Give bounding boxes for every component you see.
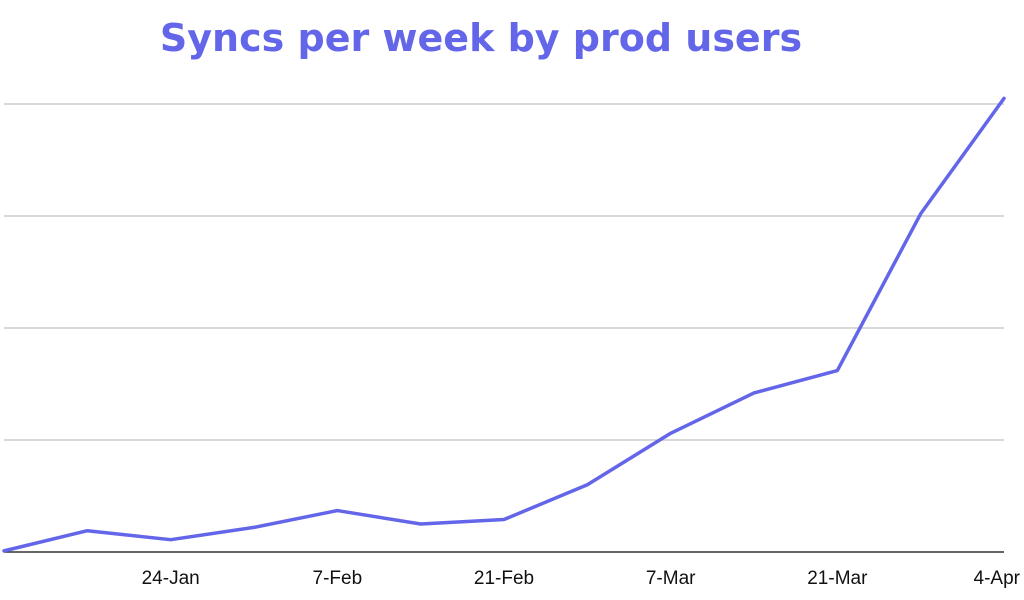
x-tick-label: 24-Jan bbox=[142, 568, 200, 589]
x-tick-label: 4-Apr bbox=[974, 568, 1021, 589]
data-point bbox=[835, 369, 839, 373]
data-point bbox=[1002, 96, 1006, 100]
data-point bbox=[169, 538, 173, 542]
series-layer bbox=[2, 96, 1006, 553]
data-point bbox=[585, 483, 589, 487]
data-point bbox=[669, 431, 673, 435]
data-point bbox=[335, 509, 339, 513]
data-point bbox=[2, 549, 6, 553]
grid-lines bbox=[4, 103, 1004, 441]
data-point bbox=[419, 522, 423, 526]
x-tick-label: 21-Feb bbox=[474, 568, 534, 589]
data-point bbox=[502, 518, 506, 522]
x-tick-label: 7-Mar bbox=[646, 568, 696, 589]
series-line bbox=[2, 96, 1006, 553]
x-tick-label: 21-Mar bbox=[807, 568, 868, 589]
data-point bbox=[85, 529, 89, 533]
data-point bbox=[752, 391, 756, 395]
chart-title: Syncs per week by prod users bbox=[159, 16, 803, 60]
data-point bbox=[252, 525, 256, 529]
x-tick-label: 7-Feb bbox=[313, 568, 363, 589]
x-tick-labels: 24-Jan 7-Feb 21-Feb 7-Mar 21-Mar 4-Apr bbox=[142, 568, 1021, 589]
data-point bbox=[919, 212, 923, 216]
